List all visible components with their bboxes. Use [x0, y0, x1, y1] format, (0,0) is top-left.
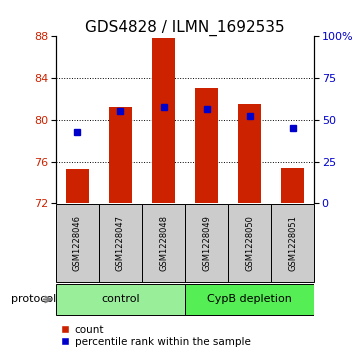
Bar [109, 107, 132, 203]
Bar [195, 89, 218, 203]
FancyBboxPatch shape [228, 204, 271, 282]
Bar [238, 104, 261, 203]
Text: GSM1228049: GSM1228049 [202, 215, 211, 271]
FancyBboxPatch shape [99, 204, 142, 282]
Text: GSM1228051: GSM1228051 [288, 215, 297, 271]
Text: CypB depletion: CypB depletion [207, 294, 292, 305]
FancyBboxPatch shape [142, 204, 185, 282]
Text: control: control [101, 294, 140, 305]
Bar [281, 168, 304, 203]
FancyBboxPatch shape [56, 284, 185, 315]
Legend: count, percentile rank within the sample: count, percentile rank within the sample [61, 325, 251, 347]
FancyBboxPatch shape [271, 204, 314, 282]
Text: GSM1228048: GSM1228048 [159, 215, 168, 271]
FancyBboxPatch shape [185, 204, 228, 282]
FancyBboxPatch shape [185, 284, 314, 315]
Title: GDS4828 / ILMN_1692535: GDS4828 / ILMN_1692535 [85, 20, 285, 36]
Bar [66, 169, 89, 203]
FancyBboxPatch shape [56, 204, 99, 282]
Text: GSM1228046: GSM1228046 [73, 215, 82, 271]
Text: GSM1228047: GSM1228047 [116, 215, 125, 271]
Bar [152, 38, 175, 203]
Text: GSM1228050: GSM1228050 [245, 215, 254, 271]
Text: protocol: protocol [11, 294, 56, 305]
